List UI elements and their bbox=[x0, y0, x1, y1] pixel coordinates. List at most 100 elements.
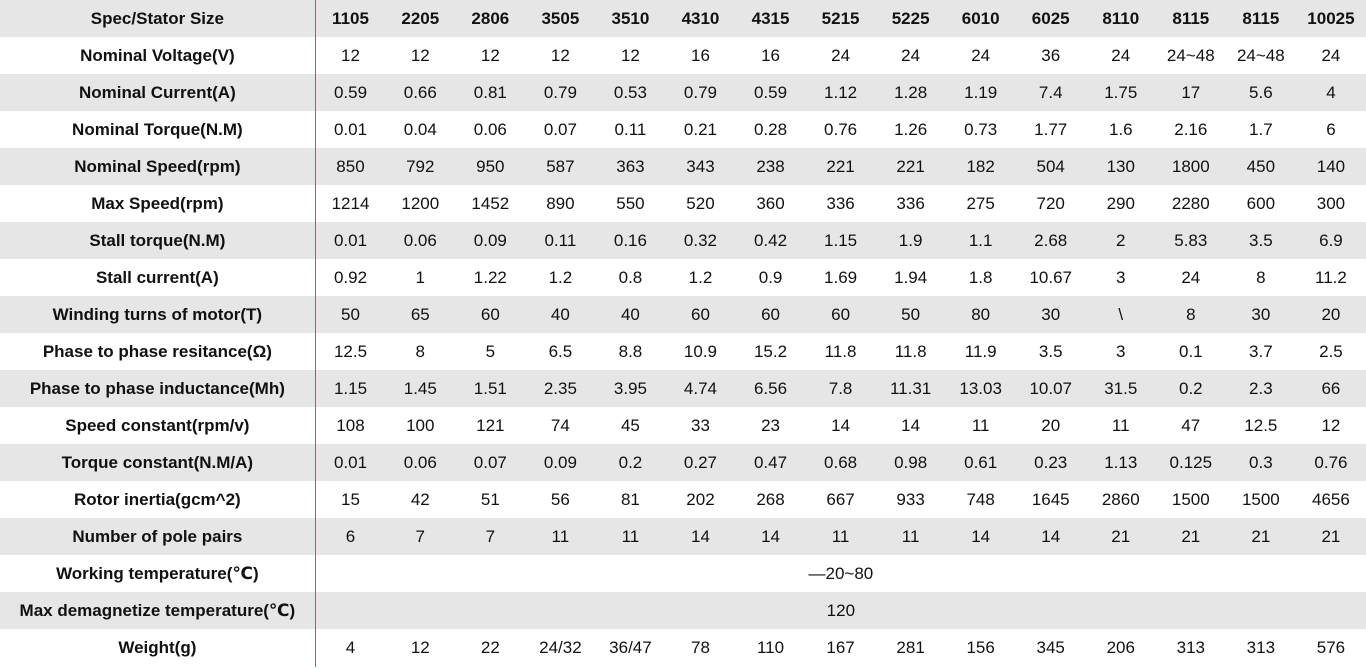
header-label-cell: Spec/Stator Size bbox=[0, 0, 316, 37]
value-cell: 16 bbox=[665, 37, 736, 74]
value-cell: 30 bbox=[1015, 296, 1086, 333]
row-label-cell: Nominal Voltage(V) bbox=[0, 37, 316, 74]
row-label-cell: Max demagnetize temperature(℃) bbox=[0, 592, 316, 629]
header-size-cell: 1105 bbox=[315, 0, 386, 37]
value-cell: 1.75 bbox=[1085, 74, 1156, 111]
value-cell: 60 bbox=[665, 296, 736, 333]
value-cell: 14 bbox=[1015, 518, 1086, 555]
value-cell: 12 bbox=[1295, 407, 1366, 444]
value-cell: 336 bbox=[875, 185, 946, 222]
value-cell: 0.79 bbox=[525, 74, 596, 111]
value-cell: 140 bbox=[1295, 148, 1366, 185]
value-cell: 11.31 bbox=[875, 370, 946, 407]
header-size-cell: 3510 bbox=[595, 0, 666, 37]
value-cell: 14 bbox=[665, 518, 736, 555]
value-cell: 11 bbox=[945, 407, 1016, 444]
value-cell: 0.98 bbox=[875, 444, 946, 481]
value-cell: 20 bbox=[1295, 296, 1366, 333]
value-cell: 0.1 bbox=[1155, 333, 1226, 370]
value-cell: 0.8 bbox=[595, 259, 666, 296]
value-cell: 0.76 bbox=[1295, 444, 1366, 481]
merged-value-cell: 120 bbox=[315, 592, 1366, 629]
value-cell: 2.16 bbox=[1155, 111, 1226, 148]
value-cell: 47 bbox=[1155, 407, 1226, 444]
value-cell: 130 bbox=[1085, 148, 1156, 185]
value-cell: 1.15 bbox=[805, 222, 876, 259]
value-cell: 300 bbox=[1295, 185, 1366, 222]
value-cell: 1.94 bbox=[875, 259, 946, 296]
value-cell: 1.51 bbox=[455, 370, 526, 407]
value-cell: 0.09 bbox=[455, 222, 526, 259]
value-cell: 50 bbox=[875, 296, 946, 333]
value-cell: 11 bbox=[595, 518, 666, 555]
value-cell: 8 bbox=[1225, 259, 1296, 296]
value-cell: 60 bbox=[805, 296, 876, 333]
value-cell: 6.5 bbox=[525, 333, 596, 370]
value-cell: 24/32 bbox=[525, 629, 596, 667]
value-cell: 1645 bbox=[1015, 481, 1086, 518]
value-cell: 11 bbox=[875, 518, 946, 555]
value-cell: 108 bbox=[315, 407, 386, 444]
value-cell: 850 bbox=[315, 148, 386, 185]
value-cell: 17 bbox=[1155, 74, 1226, 111]
value-cell: 11 bbox=[525, 518, 596, 555]
value-cell: 6 bbox=[1295, 111, 1366, 148]
value-cell: 36/47 bbox=[595, 629, 666, 667]
table-row: Stall torque(N.M) 0.01 0.06 0.09 0.11 0.16 0.3… bbox=[0, 222, 1366, 259]
table-row: Stall current(A) 0.92 1 1.22 1.2 0.8 1.2 0.9 1.6… bbox=[0, 259, 1366, 296]
value-cell: 0.06 bbox=[455, 111, 526, 148]
value-cell: 7.4 bbox=[1015, 74, 1086, 111]
value-cell: 1.26 bbox=[875, 111, 946, 148]
value-cell: 8 bbox=[385, 333, 456, 370]
table-row: Max demagnetize temperature(℃) 120 bbox=[0, 592, 1366, 629]
value-cell: 1.1 bbox=[945, 222, 1016, 259]
value-cell: 313 bbox=[1225, 629, 1296, 667]
value-cell: 0.2 bbox=[595, 444, 666, 481]
value-cell: 1.9 bbox=[875, 222, 946, 259]
value-cell: 16 bbox=[735, 37, 806, 74]
value-cell: 24 bbox=[1295, 37, 1366, 74]
value-cell: 345 bbox=[1015, 629, 1086, 667]
value-cell: 0.66 bbox=[385, 74, 456, 111]
value-cell: 33 bbox=[665, 407, 736, 444]
value-cell: 40 bbox=[525, 296, 596, 333]
value-cell: 0.23 bbox=[1015, 444, 1086, 481]
value-cell: 0.11 bbox=[525, 222, 596, 259]
value-cell: 12 bbox=[455, 37, 526, 74]
value-cell: 10.07 bbox=[1015, 370, 1086, 407]
header-size-cell: 8110 bbox=[1085, 0, 1156, 37]
value-cell: 2.68 bbox=[1015, 222, 1086, 259]
value-cell: 1.15 bbox=[315, 370, 386, 407]
value-cell: 11.9 bbox=[945, 333, 1016, 370]
value-cell: 74 bbox=[525, 407, 596, 444]
value-cell: 0.27 bbox=[665, 444, 736, 481]
merged-value-cell: —20~80 bbox=[315, 555, 1366, 592]
value-cell: 2860 bbox=[1085, 481, 1156, 518]
value-cell: 12 bbox=[385, 37, 456, 74]
header-size-cell: 5215 bbox=[805, 0, 876, 37]
value-cell: 3 bbox=[1085, 333, 1156, 370]
row-label-cell: Phase to phase resitance(Ω) bbox=[0, 333, 316, 370]
value-cell: 667 bbox=[805, 481, 876, 518]
value-cell: 2.3 bbox=[1225, 370, 1296, 407]
value-cell: 0.09 bbox=[525, 444, 596, 481]
value-cell: 11.2 bbox=[1295, 259, 1366, 296]
value-cell: 0.61 bbox=[945, 444, 1016, 481]
table-row: Torque constant(N.M/A) 0.01 0.06 0.07 0.09 0.… bbox=[0, 444, 1366, 481]
value-cell: 221 bbox=[805, 148, 876, 185]
row-label-cell: Nominal Speed(rpm) bbox=[0, 148, 316, 185]
value-cell: 1200 bbox=[385, 185, 456, 222]
value-cell: 238 bbox=[735, 148, 806, 185]
value-cell: 3.7 bbox=[1225, 333, 1296, 370]
value-cell: 56 bbox=[525, 481, 596, 518]
value-cell: 60 bbox=[735, 296, 806, 333]
value-cell: 1214 bbox=[315, 185, 386, 222]
header-size-cell: 3505 bbox=[525, 0, 596, 37]
value-cell: 14 bbox=[735, 518, 806, 555]
value-cell: 3 bbox=[1085, 259, 1156, 296]
value-cell: 550 bbox=[595, 185, 666, 222]
value-cell: 121 bbox=[455, 407, 526, 444]
value-cell: 0.07 bbox=[455, 444, 526, 481]
row-label-cell: Weight(g) bbox=[0, 629, 316, 667]
value-cell: 24 bbox=[805, 37, 876, 74]
